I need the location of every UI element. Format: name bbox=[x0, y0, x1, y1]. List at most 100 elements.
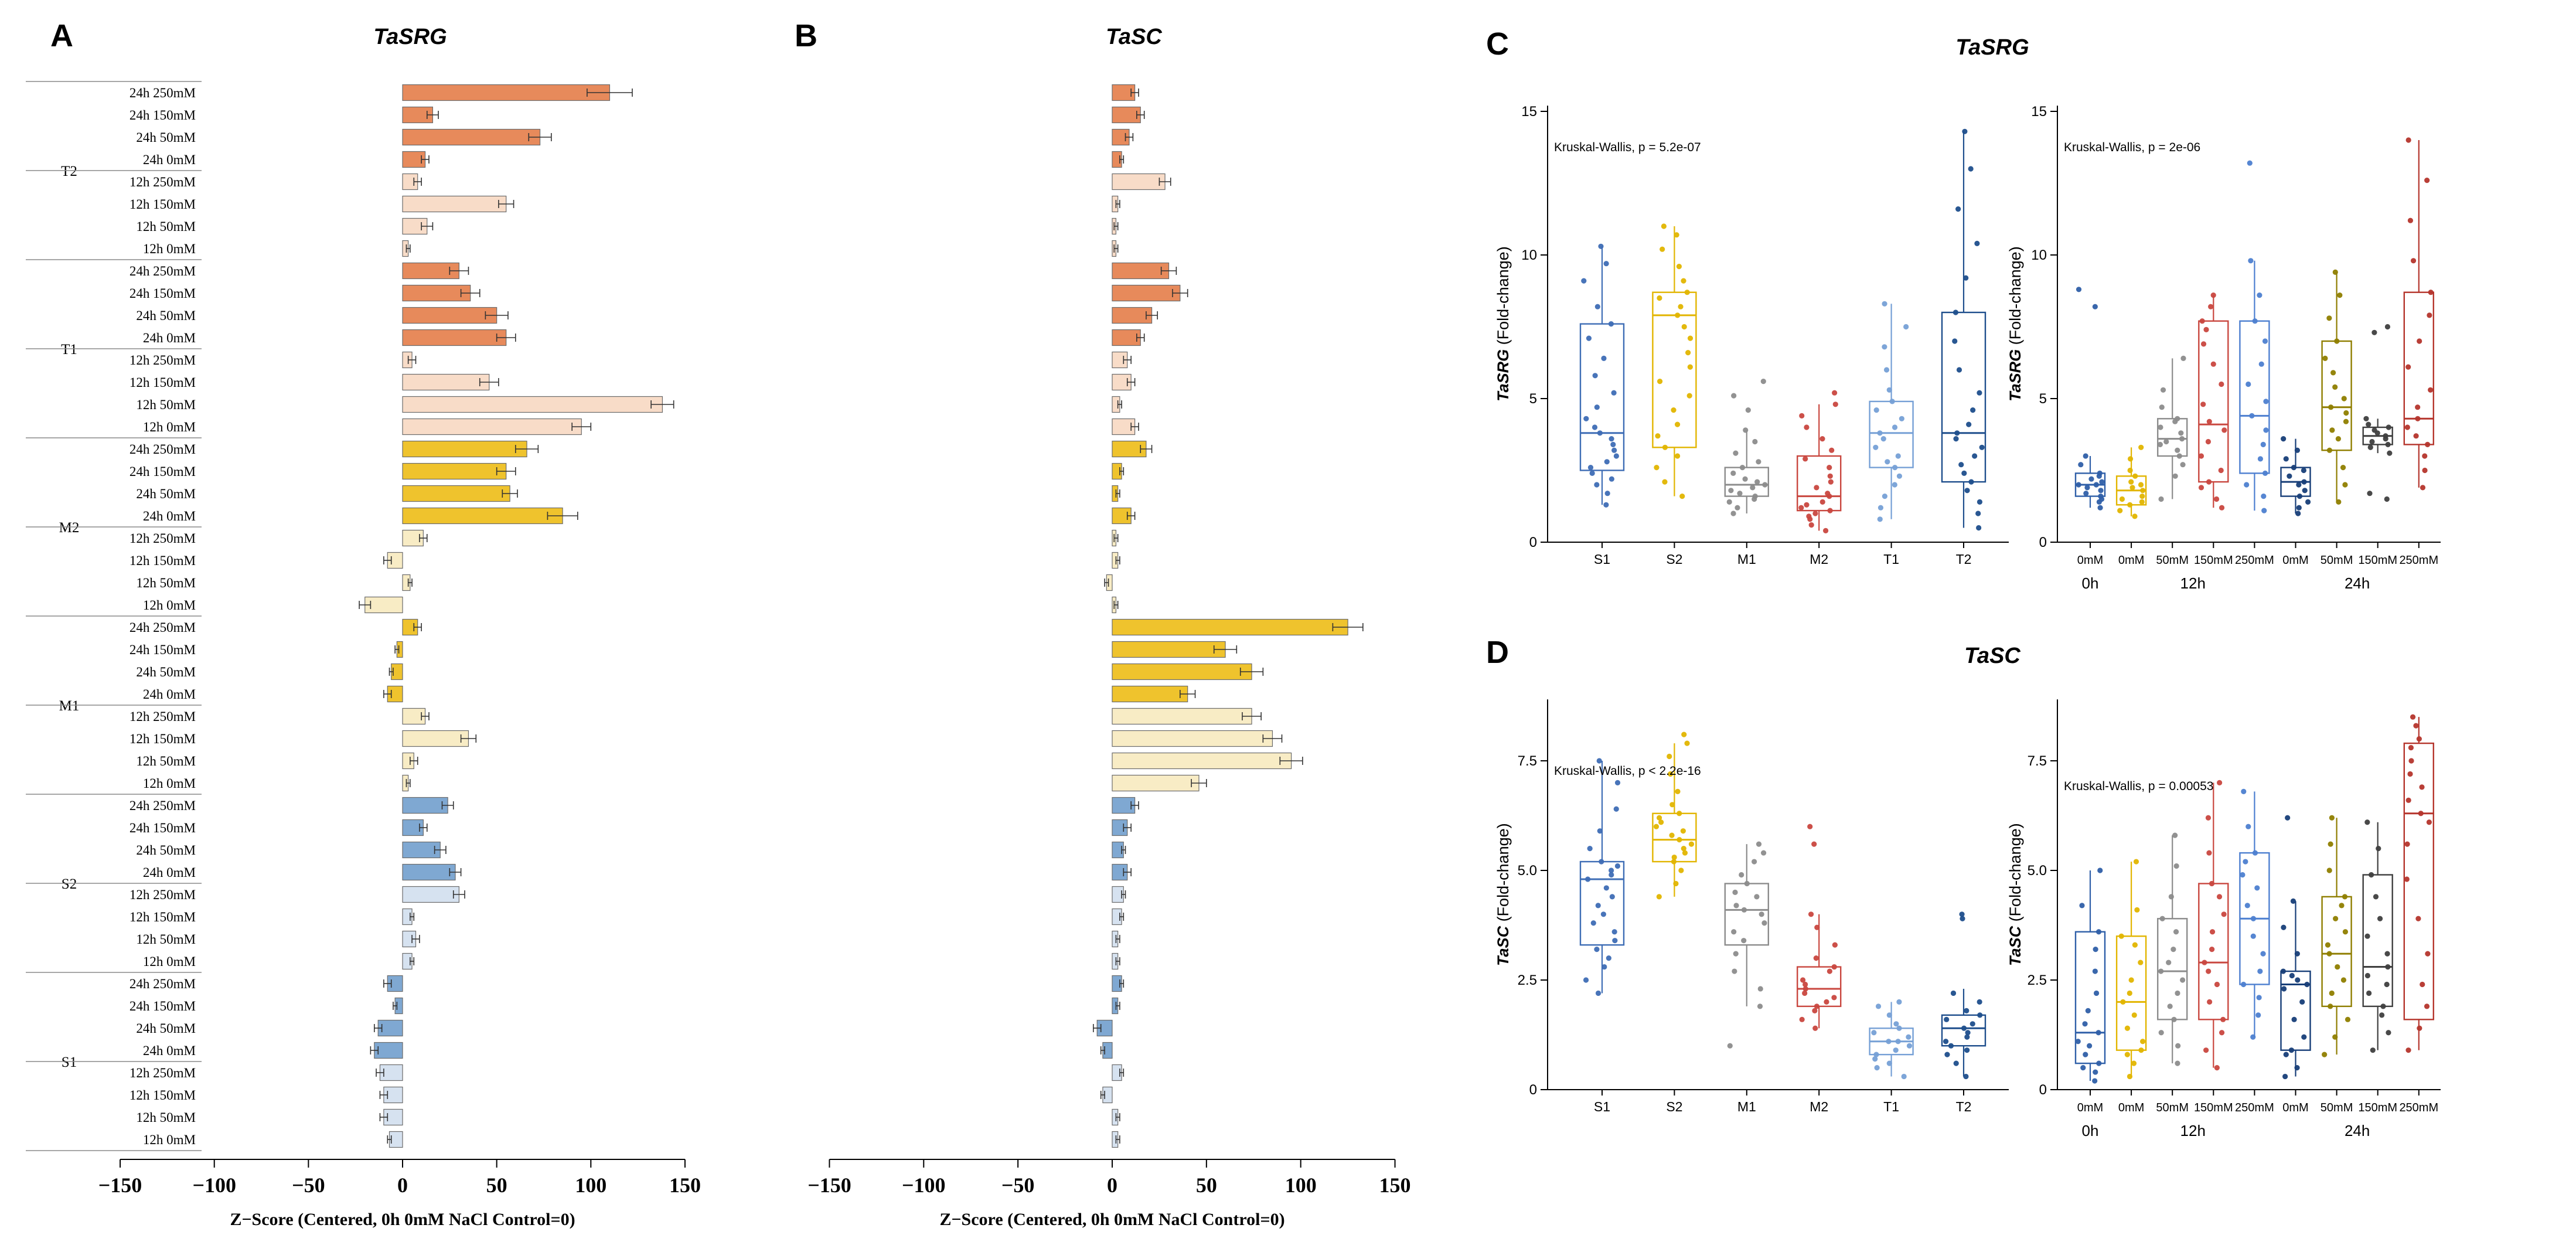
jitter-point bbox=[1655, 433, 1661, 439]
jitter-point bbox=[1970, 407, 1976, 413]
y-tick-label: 0 bbox=[1529, 535, 1537, 550]
jitter-point bbox=[2404, 424, 2410, 430]
jitter-point bbox=[1726, 499, 1732, 505]
jitter-point bbox=[1964, 1047, 1970, 1053]
jitter-point bbox=[2200, 402, 2206, 407]
bar-panel-B-bars: −150 −100 −50 0 50 100 150 Z−Score (Centered, 0… bbox=[807, 84, 1411, 1229]
jitter-point bbox=[2175, 447, 2180, 453]
jitter-point bbox=[2168, 894, 2174, 900]
jitter-point bbox=[1662, 479, 1668, 485]
jitter-point bbox=[1972, 453, 1978, 459]
jitter-point bbox=[1675, 788, 1681, 794]
jitter-point bbox=[1597, 828, 1603, 834]
jitter-point bbox=[2131, 1060, 2137, 1066]
category-label: 250mM bbox=[2399, 1101, 2438, 1114]
jitter-point bbox=[2407, 771, 2413, 777]
category-label: 150mM bbox=[2358, 1101, 2397, 1114]
bar bbox=[402, 886, 459, 903]
jitter-point bbox=[2250, 1034, 2256, 1040]
category-label: 50mM bbox=[2156, 554, 2189, 567]
jitter-point bbox=[2079, 903, 2085, 909]
jitter-point bbox=[2371, 427, 2377, 433]
jitter-point bbox=[2175, 1060, 2180, 1066]
jitter-point bbox=[2221, 911, 2227, 917]
jitter-point bbox=[2367, 444, 2373, 450]
jitter-point bbox=[2410, 714, 2416, 720]
jitter-point bbox=[1614, 863, 1621, 869]
jitter-point bbox=[2296, 482, 2302, 488]
jitter-point bbox=[1676, 264, 1682, 270]
jitter-point bbox=[1741, 938, 1747, 944]
jitter-point bbox=[2369, 872, 2374, 878]
jitter-point bbox=[1590, 920, 1596, 926]
jitter-point bbox=[1808, 911, 1814, 917]
bar bbox=[402, 307, 498, 324]
jitter-point bbox=[2336, 499, 2342, 505]
row-label: 12h 50mM bbox=[136, 1110, 196, 1125]
jitter-point bbox=[1583, 416, 1589, 421]
jitter-point bbox=[2209, 880, 2215, 887]
kruskal-wallis-annotation: Kruskal-Wallis, p < 2.2e-16 bbox=[1554, 764, 1701, 778]
jitter-point bbox=[2334, 338, 2340, 344]
jitter-point bbox=[1811, 841, 1817, 847]
jitter-point bbox=[1802, 986, 1808, 992]
jitter-point bbox=[1966, 421, 1972, 427]
bar bbox=[402, 373, 490, 391]
jitter-point bbox=[2366, 990, 2372, 996]
jitter-point bbox=[1802, 456, 1808, 462]
y-tick-label: 0 bbox=[1529, 1082, 1537, 1098]
jitter-point bbox=[1873, 407, 1879, 413]
jitter-point bbox=[2364, 819, 2370, 825]
jitter-point bbox=[2083, 453, 2088, 459]
x-tick-label: −50 bbox=[292, 1173, 325, 1197]
jitter-point bbox=[2087, 1043, 2093, 1049]
jitter-point bbox=[1828, 479, 1834, 485]
jitter-point bbox=[2385, 964, 2391, 970]
jitter-point bbox=[1733, 903, 1739, 909]
jitter-point bbox=[1877, 430, 1883, 436]
bar bbox=[364, 596, 403, 614]
jitter-point bbox=[2281, 436, 2287, 442]
jitter-point bbox=[1798, 505, 1804, 511]
bar bbox=[402, 462, 507, 480]
jitter-point bbox=[1742, 476, 1748, 482]
jitter-point bbox=[1885, 459, 1890, 465]
jitter-point bbox=[2250, 916, 2257, 921]
bar bbox=[1112, 262, 1170, 280]
jitter-point bbox=[2343, 410, 2349, 416]
jitter-point bbox=[2263, 427, 2269, 433]
x-tick-label: 0 bbox=[1107, 1173, 1117, 1197]
row-label: 12h 150mM bbox=[130, 910, 196, 924]
jitter-point bbox=[1662, 444, 1668, 450]
jitter-point bbox=[1596, 758, 1602, 764]
jitter-point bbox=[1587, 846, 1593, 852]
jitter-point bbox=[2124, 1025, 2131, 1031]
jitter-point bbox=[2240, 872, 2246, 878]
x-tick-label: 0 bbox=[397, 1173, 408, 1197]
x-tick-label: 100 bbox=[575, 1173, 606, 1197]
x-tick-label: 50 bbox=[486, 1173, 507, 1197]
jitter-point bbox=[2405, 797, 2411, 803]
x-axis-title: Z−Score (Centered, 0h 0mM NaCl Control=0… bbox=[939, 1210, 1284, 1229]
jitter-point bbox=[2261, 494, 2267, 499]
y-tick-label: 15 bbox=[1521, 104, 1537, 120]
y-tick-label: 15 bbox=[2031, 104, 2047, 120]
jitter-point bbox=[2326, 315, 2332, 321]
jitter-point bbox=[2326, 447, 2333, 453]
box bbox=[1796, 455, 1842, 512]
jitter-point bbox=[2301, 479, 2307, 485]
jitter-point bbox=[1660, 246, 1665, 252]
jitter-point bbox=[1804, 424, 1810, 430]
jitter-point bbox=[1822, 528, 1829, 534]
jitter-point bbox=[2244, 903, 2250, 909]
jitter-point bbox=[2205, 815, 2212, 821]
jitter-point bbox=[2159, 404, 2165, 410]
jitter-point bbox=[2208, 304, 2214, 309]
jitter-point bbox=[2127, 502, 2133, 508]
row-label: 12h 0mM bbox=[143, 954, 196, 969]
jitter-point bbox=[1959, 911, 1965, 917]
jitter-point bbox=[2260, 441, 2266, 448]
jitter-point bbox=[2219, 505, 2225, 511]
jitter-point bbox=[1667, 753, 1672, 760]
